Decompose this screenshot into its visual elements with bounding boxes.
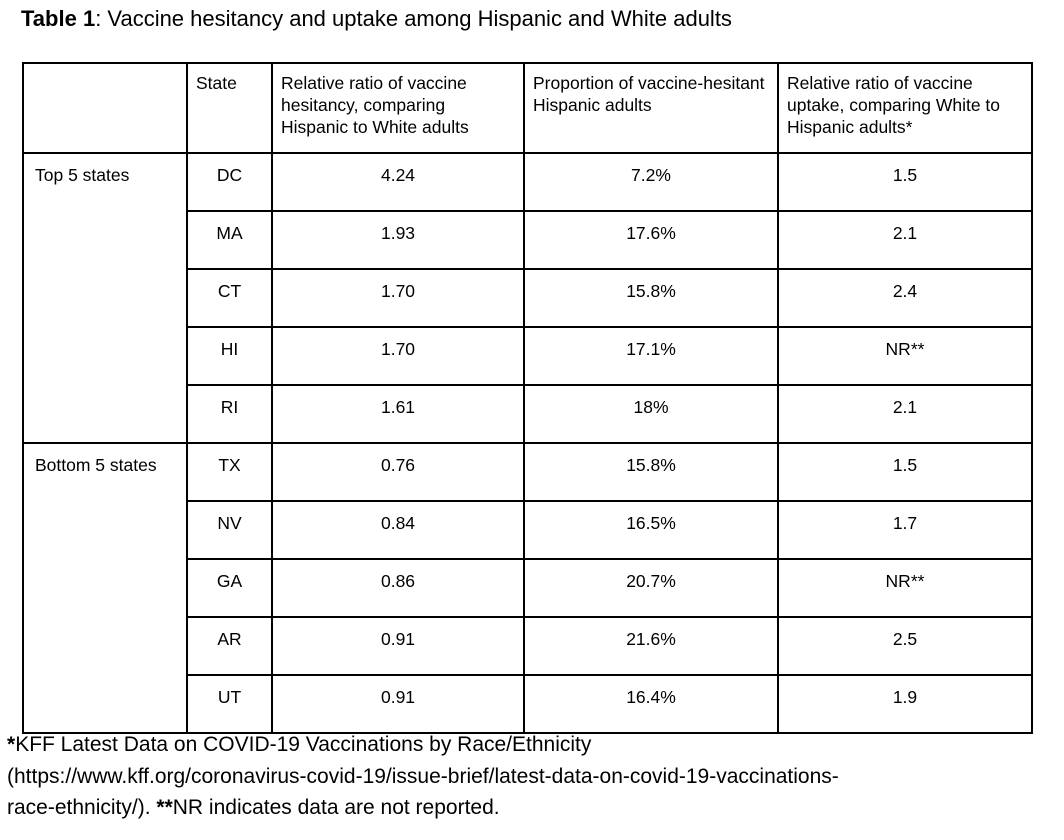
footnote-line: race-ethnicity/). **NR indicates data ar…	[7, 796, 500, 819]
value-cell: 21.6%	[523, 616, 779, 676]
value-cell: 1.7	[777, 500, 1033, 560]
state-cell: GA	[186, 558, 273, 618]
row-group-label: Top 5 states	[22, 152, 188, 444]
table-row: CT 1.70 15.8% 2.4	[23, 268, 1033, 328]
value-cell: 4.24	[271, 152, 525, 212]
state-cell: RI	[186, 384, 273, 444]
value-cell: 1.93	[271, 210, 525, 270]
corner-cell	[22, 62, 188, 154]
value-cell: 0.76	[271, 442, 525, 502]
value-cell: 0.84	[271, 500, 525, 560]
value-cell: 16.5%	[523, 500, 779, 560]
value-cell: NR**	[777, 326, 1033, 386]
state-cell: NV	[186, 500, 273, 560]
table-row: GA 0.86 20.7% NR**	[23, 558, 1033, 618]
value-cell: 15.8%	[523, 268, 779, 328]
state-cell: UT	[186, 674, 273, 734]
value-cell: 2.1	[777, 384, 1033, 444]
footnote-line: *KFF Latest Data on COVID-19 Vaccination…	[7, 733, 592, 756]
value-cell: 1.9	[777, 674, 1033, 734]
table-row: HI 1.70 17.1% NR**	[23, 326, 1033, 386]
state-cell: DC	[186, 152, 273, 212]
value-cell: 0.91	[271, 674, 525, 734]
table-row: UT 0.91 16.4% 1.9	[23, 674, 1033, 734]
value-cell: 16.4%	[523, 674, 779, 734]
row-group-label: Bottom 5 states	[22, 442, 188, 734]
value-cell: 1.70	[271, 268, 525, 328]
value-cell: 0.91	[271, 616, 525, 676]
value-cell: 1.70	[271, 326, 525, 386]
value-cell: 1.5	[777, 152, 1033, 212]
state-cell: MA	[186, 210, 273, 270]
table-body: Top 5 states DC 4.24 7.2% 1.5 MA 1.93 17.6% 2.1 C…	[22, 152, 1033, 734]
value-cell: 0.86	[271, 558, 525, 618]
column-header-state: State	[186, 62, 273, 154]
state-cell: HI	[186, 326, 273, 386]
header-row: State Relative ratio of vaccine hesitanc…	[22, 62, 1033, 154]
column-header-hesitant-proportion: Proportion of vaccine-hesitant Hispanic …	[523, 62, 779, 154]
column-header-uptake-ratio: Relative ratio of vaccine uptake, compar…	[777, 62, 1033, 154]
value-cell: 17.6%	[523, 210, 779, 270]
value-cell: 2.1	[777, 210, 1033, 270]
value-cell: 2.4	[777, 268, 1033, 328]
value-cell: 2.5	[777, 616, 1033, 676]
footnote: *KFF Latest Data on COVID-19 Vaccination…	[7, 729, 839, 824]
state-cell: AR	[186, 616, 273, 676]
state-cell: TX	[186, 442, 273, 502]
table-row: Bottom 5 states TX 0.76 15.8% 1.5	[22, 442, 1033, 734]
column-header-hesitancy-ratio: Relative ratio of vaccine hesitancy, com…	[271, 62, 525, 154]
table-row: AR 0.91 21.6% 2.5	[23, 616, 1033, 676]
footnote-line: (https://www.kff.org/coronavirus-covid-1…	[7, 764, 839, 788]
value-cell: NR**	[777, 558, 1033, 618]
value-cell: 17.1%	[523, 326, 779, 386]
table-caption: Table 1: Vaccine hesitancy and uptake am…	[21, 6, 732, 31]
value-cell: 20.7%	[523, 558, 779, 618]
value-cell: 15.8%	[523, 442, 779, 502]
value-cell: 18%	[523, 384, 779, 444]
value-cell: 1.61	[271, 384, 525, 444]
state-cell: CT	[186, 268, 273, 328]
table-row: NV 0.84 16.5% 1.7	[23, 500, 1033, 560]
value-cell: 1.5	[777, 442, 1033, 502]
data-table: State Relative ratio of vaccine hesitanc…	[22, 62, 1033, 734]
table-row: RI 1.61 18% 2.1	[23, 384, 1033, 444]
table-row: Top 5 states DC 4.24 7.2% 1.5	[22, 152, 1033, 444]
value-cell: 7.2%	[523, 152, 779, 212]
table-row: MA 1.93 17.6% 2.1	[23, 210, 1033, 270]
